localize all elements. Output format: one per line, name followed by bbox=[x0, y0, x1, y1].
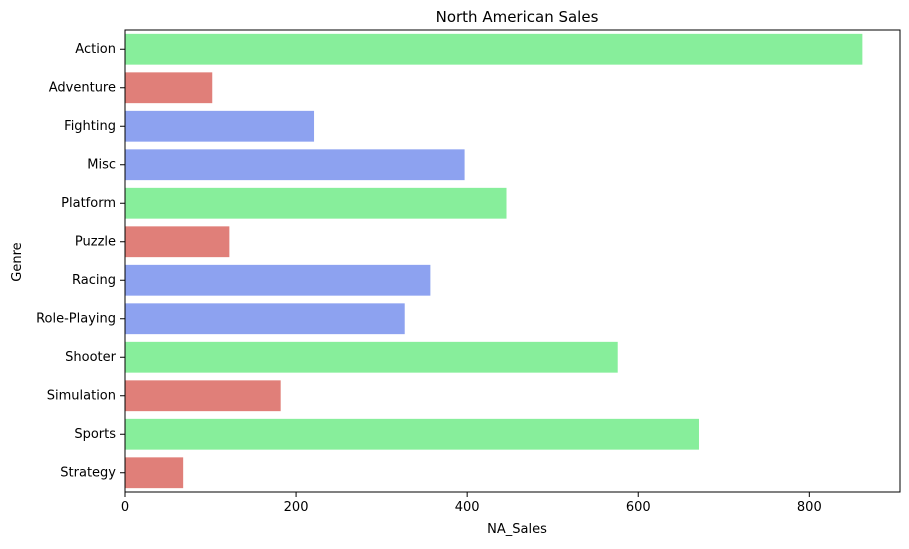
y-tick-label: Simulation bbox=[47, 388, 116, 403]
y-tick-label: Adventure bbox=[49, 80, 116, 95]
bar-action bbox=[125, 33, 863, 65]
bar-platform bbox=[125, 187, 507, 219]
x-axis-ticks: 0 200 400 600 800 bbox=[121, 492, 822, 515]
bar-strategy bbox=[125, 457, 184, 489]
y-tick-label: Sports bbox=[74, 427, 116, 442]
y-tick-label: Puzzle bbox=[75, 234, 116, 249]
bar-sports bbox=[125, 418, 699, 450]
x-tick-label: 400 bbox=[455, 500, 480, 515]
y-tick-label: Misc bbox=[87, 157, 116, 172]
y-tick-label: Action bbox=[75, 42, 116, 57]
plot-frame bbox=[124, 29, 901, 493]
chart-title: North American Sales bbox=[436, 8, 599, 26]
x-tick-label: 0 bbox=[121, 500, 129, 515]
bar-role-playing bbox=[125, 303, 405, 335]
x-tick-label: 200 bbox=[284, 500, 309, 515]
bar-puzzle bbox=[125, 226, 230, 258]
y-tick-label: Platform bbox=[61, 196, 116, 211]
y-tick-label: Racing bbox=[72, 273, 116, 288]
x-tick-label: 800 bbox=[797, 500, 822, 515]
bar-racing bbox=[125, 264, 431, 296]
x-axis-label: NA_Sales bbox=[487, 522, 547, 537]
bar-shooter bbox=[125, 341, 618, 373]
bar-misc bbox=[125, 149, 465, 181]
bar-fighting bbox=[125, 110, 315, 142]
y-tick-label: Strategy bbox=[60, 465, 116, 480]
y-tick-label: Shooter bbox=[65, 350, 116, 365]
bar-simulation bbox=[125, 380, 281, 412]
bar-adventure bbox=[125, 72, 213, 104]
bars-group bbox=[125, 33, 863, 489]
y-axis-ticks: Action Adventure Fighting Misc Platform Puzzl… bbox=[36, 42, 125, 480]
y-tick-label: Role-Playing bbox=[36, 311, 116, 326]
x-tick-label: 600 bbox=[626, 500, 651, 515]
y-axis-label: Genre bbox=[10, 242, 25, 281]
y-tick-label: Fighting bbox=[64, 119, 116, 134]
